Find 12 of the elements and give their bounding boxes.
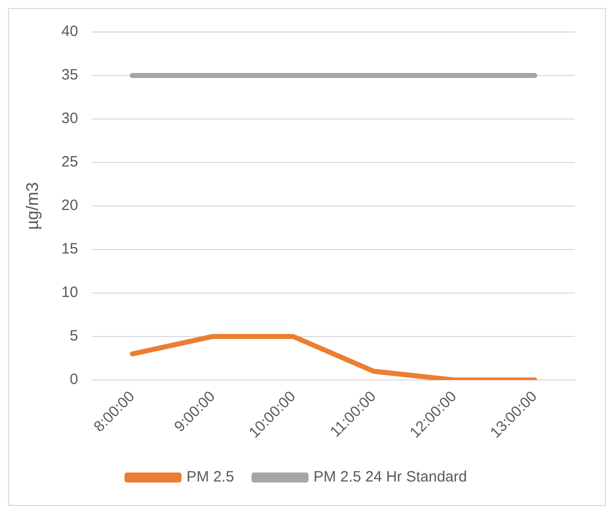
y-tick-label: 25	[61, 154, 78, 171]
y-axis-title: µg/m3	[22, 182, 42, 230]
y-tick-label: 35	[61, 66, 78, 84]
y-tick-label: 15	[61, 240, 78, 258]
legend-label: PM 2.5	[186, 468, 234, 486]
y-tick-label: 0	[70, 371, 78, 388]
y-tick-label: 20	[61, 197, 78, 214]
y-tick-label: 10	[61, 284, 78, 302]
y-tick-label: 5	[70, 328, 78, 345]
y-tick-label: 40	[61, 23, 78, 40]
y-tick-label: 30	[61, 110, 78, 128]
legend-label: PM 2.5 24 Hr Standard	[314, 468, 467, 486]
